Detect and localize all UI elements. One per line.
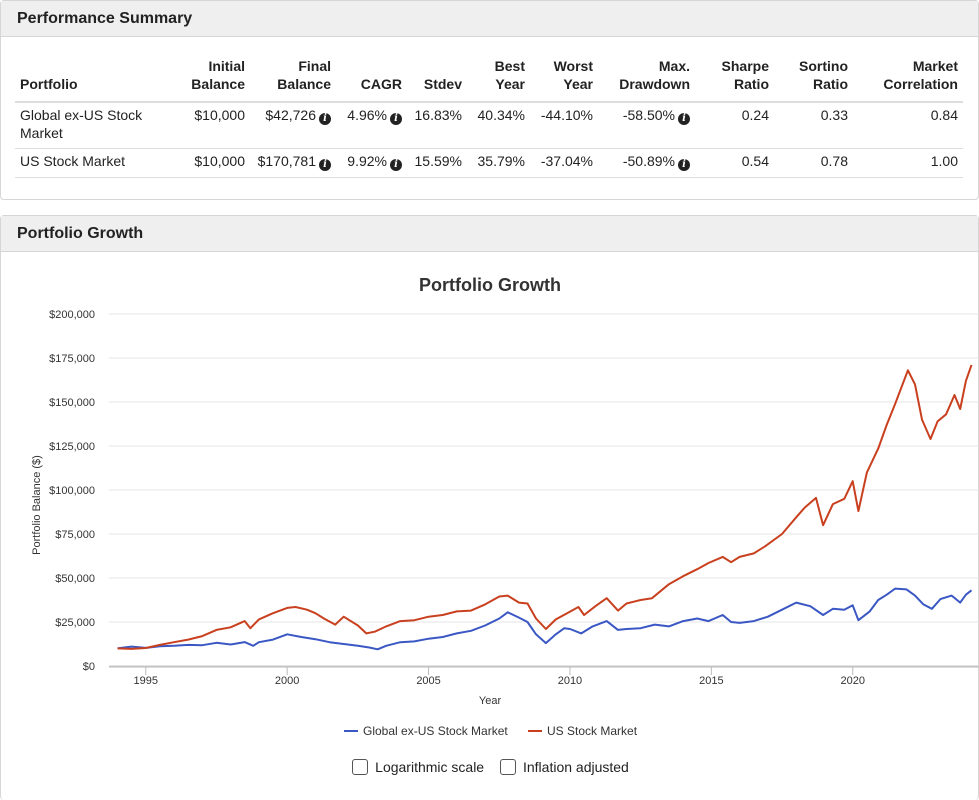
x-tick-label: 2015 xyxy=(699,675,723,687)
market-correlation: 1.00 xyxy=(853,148,963,178)
final-balance: $42,726 i xyxy=(250,102,336,149)
performance-summary-panel: Performance Summary Portfolio Initial Bal… xyxy=(0,0,979,200)
portfolio-name: US Stock Market xyxy=(15,148,165,178)
sharpe-ratio: 0.54 xyxy=(695,148,774,178)
initial-balance: $10,000 xyxy=(165,148,250,178)
y-tick-label: $125,000 xyxy=(49,441,95,453)
x-axis: 1995 2000 2005 2010 2015 2020 xyxy=(109,666,979,687)
logarithmic-scale-option[interactable]: Logarithmic scale xyxy=(352,759,484,775)
col-sortino-ratio: Sortino Ratio xyxy=(774,53,853,103)
info-icon[interactable]: i xyxy=(390,113,402,125)
series-line-global-ex-us xyxy=(117,587,973,651)
y-tick-label: $200,000 xyxy=(49,309,95,321)
inflation-adjusted-label: Inflation adjusted xyxy=(522,759,629,775)
x-tick-label: 2010 xyxy=(558,675,582,687)
x-tick-label: 2005 xyxy=(416,675,440,687)
performance-summary-title: Performance Summary xyxy=(1,1,978,37)
best-year: 40.34% xyxy=(467,102,530,149)
col-cagr: CAGR xyxy=(336,53,407,103)
best-year: 35.79% xyxy=(467,148,530,178)
info-icon[interactable]: i xyxy=(319,113,331,125)
col-sharpe-ratio: Sharpe Ratio xyxy=(695,53,774,103)
portfolio-growth-panel: Portfolio Growth $0 $25,000 $50,000 $75,000… xyxy=(0,215,979,800)
inflation-adjusted-checkbox[interactable] xyxy=(499,759,516,775)
col-worst-year: Worst Year xyxy=(530,53,598,103)
table-header-row: Portfolio Initial Balance Final Balance CA… xyxy=(15,53,963,103)
performance-summary-table: Portfolio Initial Balance Final Balance CA… xyxy=(15,53,963,178)
cagr: 4.96% i xyxy=(336,102,407,149)
chart-options: Logarithmic scale Inflation adjusted xyxy=(1,759,979,778)
table-row: Global ex-US Stock Market $10,000 $42,726… xyxy=(15,102,963,149)
table-row: US Stock Market $10,000 $170,781 i 9.92% i… xyxy=(15,148,963,178)
y-tick-label: $150,000 xyxy=(49,397,95,409)
worst-year: -37.04% xyxy=(530,148,598,178)
stdev: 16.83% xyxy=(407,102,467,149)
chart-gridlines xyxy=(109,313,979,667)
info-icon[interactable]: i xyxy=(678,159,690,171)
info-icon[interactable]: i xyxy=(390,159,402,171)
y-tick-label: $0 xyxy=(83,661,95,673)
stdev: 15.59% xyxy=(407,148,467,178)
x-axis-label: Year xyxy=(479,695,502,707)
y-tick-label: $175,000 xyxy=(49,353,95,365)
x-tick-label: 2000 xyxy=(275,675,299,687)
col-best-year: Best Year xyxy=(467,53,530,103)
logarithmic-scale-checkbox[interactable] xyxy=(352,759,369,775)
worst-year: -44.10% xyxy=(530,102,598,149)
y-tick-label: $50,000 xyxy=(55,573,95,585)
max-drawdown: -58.50% i xyxy=(598,102,695,149)
sortino-ratio: 0.78 xyxy=(774,148,853,178)
info-icon[interactable]: i xyxy=(319,159,331,171)
y-axis-label: Portfolio Balance ($) xyxy=(31,455,43,555)
x-tick-label: 2020 xyxy=(841,675,865,687)
y-tick-label: $75,000 xyxy=(55,529,95,541)
initial-balance: $10,000 xyxy=(165,102,250,149)
col-initial-balance: Initial Balance xyxy=(165,53,250,103)
series-line-us-stock-market xyxy=(117,364,973,650)
col-market-correlation: Market Correlation xyxy=(853,53,963,103)
chart-legend: Global ex-US Stock Market US Stock Market xyxy=(344,724,638,738)
cagr: 9.92% i xyxy=(336,148,407,178)
final-balance: $170,781 i xyxy=(250,148,336,178)
legend-item: Global ex-US Stock Market xyxy=(363,724,508,738)
y-tick-label: $100,000 xyxy=(49,485,95,497)
portfolio-growth-title: Portfolio Growth xyxy=(1,216,978,252)
chart-title: Portfolio Growth xyxy=(419,275,561,295)
col-final-balance: Final Balance xyxy=(250,53,336,103)
market-correlation: 0.84 xyxy=(853,102,963,149)
legend-item: US Stock Market xyxy=(547,724,638,738)
info-icon[interactable]: i xyxy=(678,113,690,125)
portfolio-name: Global ex-US Stock Market xyxy=(15,102,165,149)
logarithmic-scale-label: Logarithmic scale xyxy=(375,759,485,775)
sharpe-ratio: 0.24 xyxy=(695,102,774,149)
sortino-ratio: 0.33 xyxy=(774,102,853,149)
col-max-drawdown: Max. Drawdown xyxy=(598,53,695,103)
col-stdev: Stdev xyxy=(407,53,467,103)
col-portfolio: Portfolio xyxy=(15,53,165,103)
portfolio-growth-chart: $0 $25,000 $50,000 $75,000 $100,000 $125,000 $… xyxy=(31,275,979,738)
y-axis-ticks: $0 $25,000 $50,000 $75,000 $100,000 $125,000 $… xyxy=(49,309,95,673)
x-tick-label: 1995 xyxy=(134,675,158,687)
max-drawdown: -50.89% i xyxy=(598,148,695,178)
inflation-adjusted-option[interactable]: Inflation adjusted xyxy=(499,759,629,775)
chart-series xyxy=(117,364,973,651)
y-tick-label: $25,000 xyxy=(55,617,95,629)
